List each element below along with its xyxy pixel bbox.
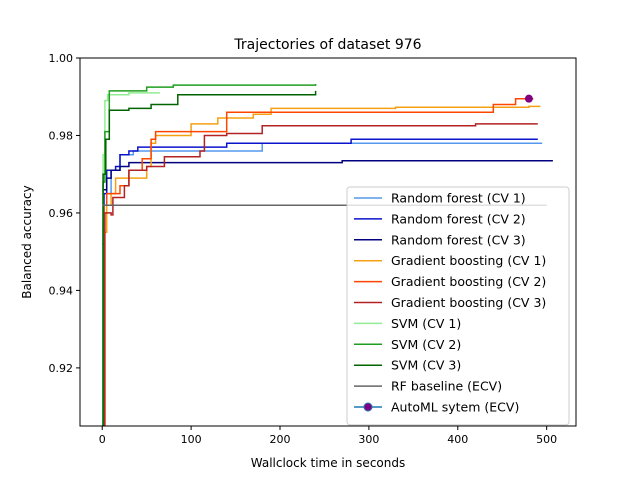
x-tick-label: 200 [270,433,291,446]
y-axis: 0.92 0.94 0.96 0.98 1.00 [49,52,80,375]
x-tick-label: 400 [447,433,468,446]
series-line-4 [102,97,534,426]
legend-label: Random forest (CV 2) [391,211,526,226]
legend-marker [363,402,373,412]
legend-label: SVM (CV 2) [391,337,461,352]
x-axis: 0 100 200 300 400 500 [99,426,557,446]
legend-label: Gradient boosting (CV 1) [391,253,546,268]
y-tick-label: 0.92 [49,362,74,375]
legend-label: Gradient boosting (CV 2) [391,274,546,289]
automl-point [524,94,533,103]
plot-frame [79,57,577,427]
y-tick-label: 0.98 [49,129,74,142]
y-tick-label: 0.96 [49,207,74,220]
series-line-8 [102,90,317,426]
legend-label: Gradient boosting (CV 3) [391,295,546,310]
legend-label: AutoML sytem (ECV) [391,400,519,415]
y-tick-label: 0.94 [49,284,74,297]
legend-label: SVM (CV 3) [391,358,461,373]
y-axis-label: Balanced accuracy [20,185,34,298]
legend-label: Random forest (CV 1) [391,191,526,206]
x-tick-label: 0 [99,433,106,446]
legend-box [346,186,570,426]
chart-title: Trajectories of dataset 976 [233,37,421,53]
series-line-5 [102,123,538,426]
x-tick-label: 300 [358,433,379,446]
series-line-2 [102,159,553,191]
y-tick-label: 1.00 [49,52,74,65]
x-tick-label: 500 [536,433,557,446]
legend-label: RF baseline (ECV) [391,379,502,394]
x-axis-label: Wallclock time in seconds [251,456,405,470]
series-markers [524,94,533,103]
legend-label: SVM (CV 1) [391,316,461,331]
x-tick-label: 100 [181,433,202,446]
legend: Random forest (CV 1) Random forest (CV 2)… [346,186,570,426]
legend-label: Random forest (CV 3) [391,232,526,247]
